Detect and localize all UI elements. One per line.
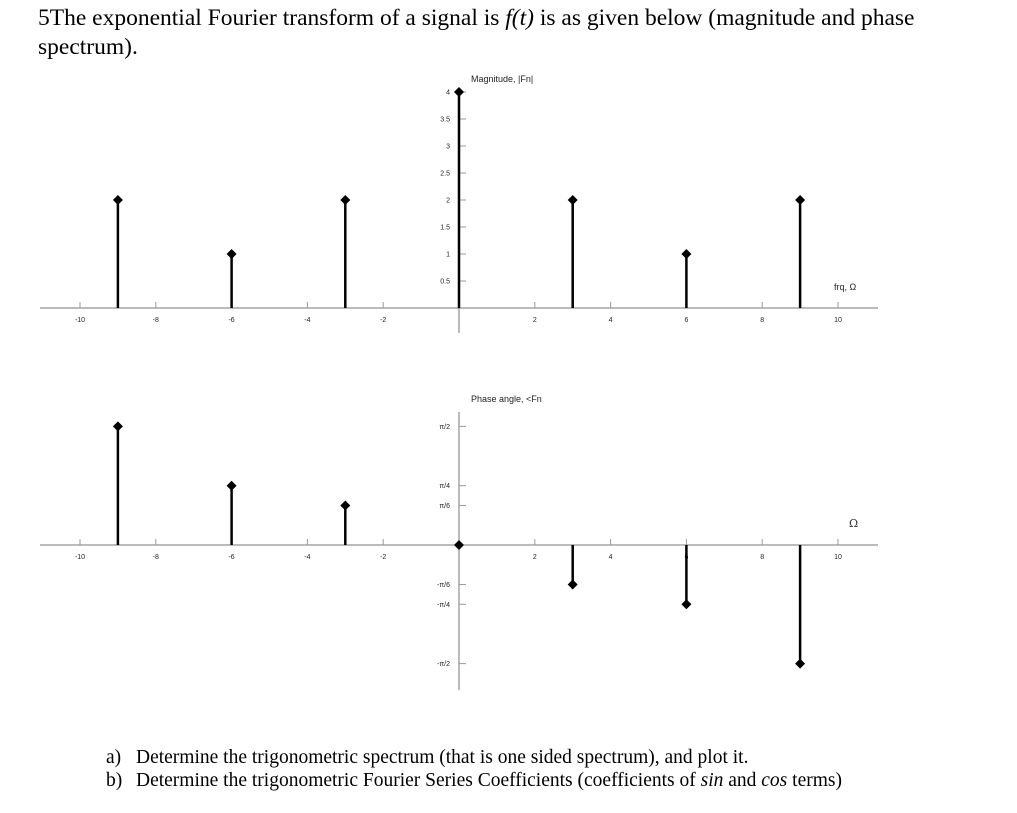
phase-x-tick-label: 8 (760, 554, 764, 561)
phase-marker (454, 540, 464, 550)
phase-x-label: Ω (849, 517, 858, 530)
phase-x-tick-label: 10 (834, 554, 842, 561)
phase-marker (226, 480, 237, 491)
question-b-letter: b) (106, 770, 123, 791)
phase-x-tick-label: -2 (380, 554, 386, 561)
question-b: b) Determine the trigonometric Fourier S… (106, 769, 1006, 792)
magnitude-x-tick-label: -10 (75, 317, 85, 324)
magnitude-marker (795, 195, 806, 205)
magnitude-y-tick-label: 3.5 (440, 117, 450, 124)
question-a: a) Determine the trigonometric spectrum … (106, 746, 1006, 769)
magnitude-x-tick-label: 2 (533, 317, 537, 324)
question-b-text: Determine the trigonometric Fourier Seri… (136, 770, 842, 791)
magnitude-marker (567, 195, 578, 205)
magnitude-y-tick-label: 0.5 (440, 279, 450, 286)
phase-y-tick-label: π/2 (439, 424, 450, 431)
magnitude-x-tick-label: 10 (834, 317, 842, 324)
phase-y-tick-label: -π/6 (437, 582, 450, 589)
magnitude-x-tick-label: -2 (380, 317, 386, 324)
phase-x-tick-label: -6 (228, 554, 234, 561)
magnitude-title: Magnitude, |Fn| (471, 74, 533, 84)
magnitude-x-tick-label: 6 (684, 317, 688, 324)
magnitude-x-tick-label: 8 (760, 317, 764, 324)
phase-x-tick-label: -10 (75, 554, 85, 561)
magnitude-x-label: frq, Ω (834, 282, 857, 292)
magnitude-marker (681, 249, 692, 259)
question-a-text: Determine the trigonometric spectrum (th… (136, 747, 749, 768)
phase-marker (567, 579, 578, 590)
magnitude-y-tick-label: 4 (446, 90, 450, 97)
phase-x-tick-label: 4 (609, 554, 613, 561)
problem-suffix: is as given below (magnitude and phase s… (38, 5, 915, 60)
signal-function: f(t) (505, 5, 534, 31)
magnitude-x-tick-label: -6 (228, 317, 234, 324)
questions: a) Determine the trigonometric spectrum … (106, 746, 1006, 792)
phase-title: Phase angle, <Fn (471, 394, 542, 404)
phase-y-tick-label: -π/2 (437, 661, 450, 668)
magnitude-x-tick-label: 4 (609, 317, 613, 324)
magnitude-y-tick-label: 1.5 (440, 225, 450, 232)
magnitude-y-tick-label: 1 (446, 252, 450, 259)
magnitude-x-tick-label: -8 (153, 317, 159, 324)
phase-x-tick-label: -8 (153, 554, 159, 561)
phase-y-tick-label: -π/4 (437, 602, 450, 609)
phase-x-tick-label: -4 (304, 554, 310, 561)
phase-y-tick-label: π/4 (439, 483, 450, 490)
magnitude-marker (340, 195, 351, 205)
magnitude-y-tick-label: 2.5 (440, 171, 450, 178)
phase-marker (795, 658, 806, 669)
magnitude-x-tick-label: -4 (304, 317, 310, 324)
problem-prefix: 5The exponential Fourier transform of a … (38, 5, 506, 31)
magnitude-y-tick-label: 3 (446, 144, 450, 151)
magnitude-marker (454, 87, 464, 97)
magnitude-marker (226, 249, 237, 259)
phase-marker (340, 500, 351, 511)
question-a-letter: a) (106, 747, 122, 768)
phase-y-tick-label: π/6 (439, 503, 450, 510)
magnitude-marker (112, 195, 123, 205)
phase-marker (112, 421, 123, 432)
problem-statement: 5The exponential Fourier transform of a … (38, 4, 998, 62)
phase-x-tick-label: 2 (533, 554, 537, 561)
phase-marker (681, 599, 692, 610)
magnitude-y-tick-label: 2 (446, 198, 450, 205)
